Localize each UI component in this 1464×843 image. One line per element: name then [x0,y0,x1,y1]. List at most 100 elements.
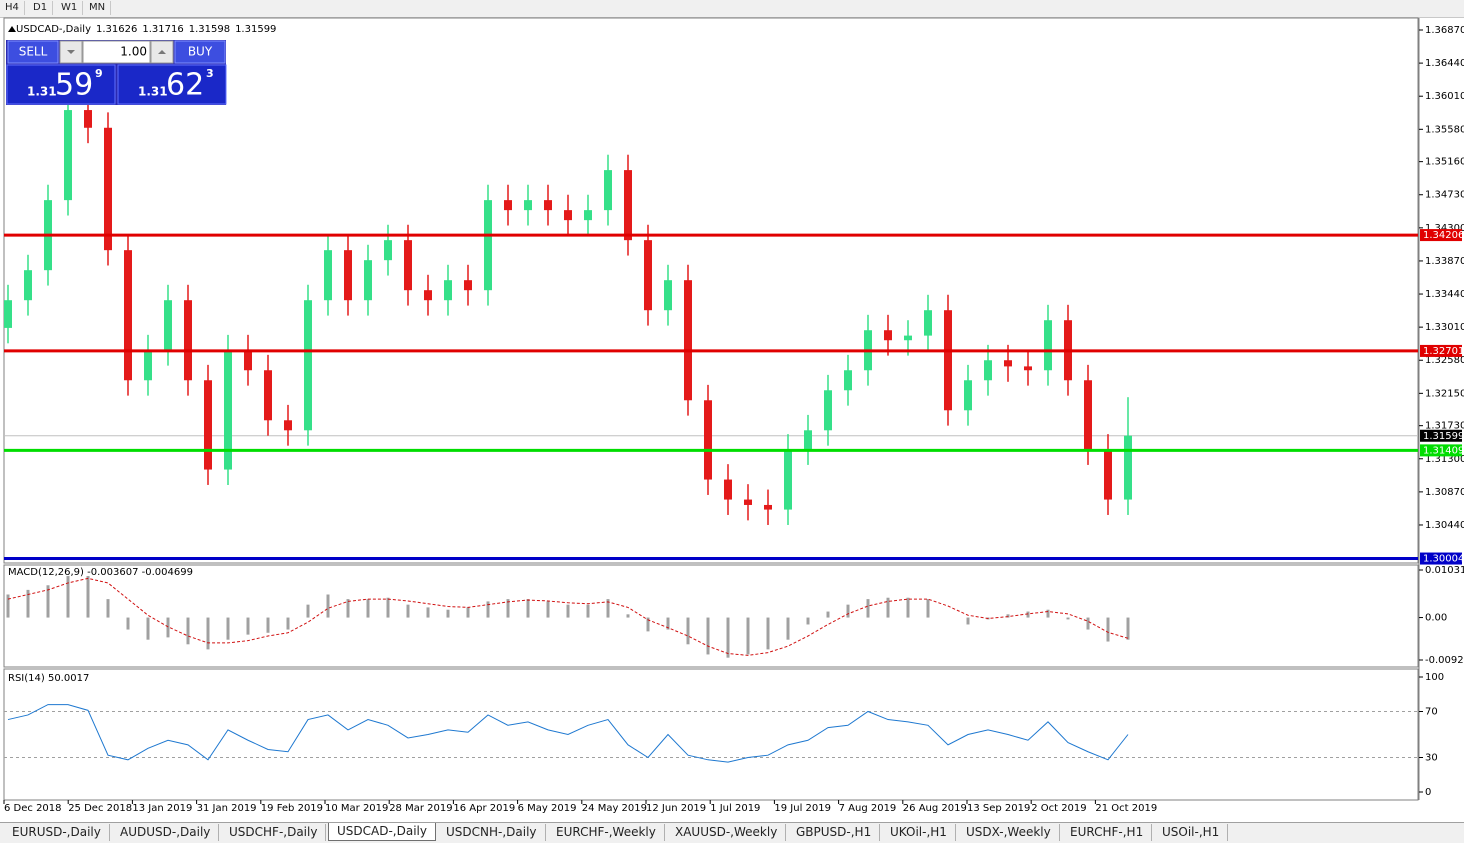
symbol-tab[interactable]: EURCHF-,Weekly [548,824,665,841]
x-tick-label: 24 May 2019 [582,803,647,814]
candle-body [404,240,412,291]
x-tick-label: 26 Aug 2019 [903,803,967,814]
x-tick-label: 10 Mar 2019 [325,803,388,814]
symbol-tab[interactable]: GBPUSD-,H1 [788,824,881,841]
candle-body [1084,380,1092,450]
candle-body [684,280,692,401]
symbol-tab[interactable]: USDCAD-,Daily [328,823,436,841]
x-tick-label: 6 May 2019 [518,803,577,814]
y-tick-label: 0.00 [1425,613,1447,624]
header-low: 1.31598 [189,24,230,35]
candle-body [664,280,672,311]
symbol-tab[interactable]: AUDUSD-,Daily [112,824,220,841]
candle-body [464,280,472,291]
rsi-line [7,704,1129,763]
timeframe-button[interactable]: MN [84,1,112,15]
candle-body [304,300,312,431]
lot-value: 1.00 [120,45,147,59]
panel-frame [3,668,1419,801]
symbol-tab[interactable]: USDCNH-,Daily [438,824,546,841]
arrow-icon [158,50,166,54]
lot-input[interactable] [82,40,151,64]
candle-body [724,479,732,500]
quote-big: 1.31 [27,85,57,99]
candle-body [564,210,572,221]
timeframe-button[interactable]: D1 [28,1,54,15]
candle-body [24,270,32,301]
candle-body [284,420,292,431]
x-tick-label: 6 Dec 2018 [4,803,62,814]
macd-label: MACD(12,26,9) -0.003607 -0.004699 [8,567,193,578]
candle-body [84,110,92,128]
candle-body [424,290,432,301]
timeframe-button[interactable]: H4 [0,1,25,15]
y-tick-label: 0.010311 [1425,565,1464,576]
y-tick-label: 100 [1425,672,1444,683]
y-tick-label: 1.32150 [1425,388,1464,399]
candle-body [744,499,752,505]
candle-body [644,240,652,311]
level-label: 1.34206 [1423,230,1464,241]
candle-body [344,250,352,301]
candle-body [244,350,252,371]
y-tick-label: 1.33010 [1425,322,1464,333]
candle-body [524,200,532,211]
candle-body [904,335,912,341]
y-tick-label: 1.35160 [1425,157,1464,168]
symbol-tab[interactable]: UKOil-,H1 [882,824,956,841]
panel-frame [3,564,1419,668]
candle-body [804,430,812,450]
level-label-bg [1420,552,1462,565]
candle-body [184,300,192,381]
quote-big: 1.31 [138,85,168,99]
x-tick-label: 1 Jul 2019 [710,803,760,814]
quote-point: 3 [206,67,214,80]
level-label: 1.30004 [1423,554,1464,565]
x-tick-label: 16 Apr 2019 [453,803,515,814]
current-price-bg [1420,429,1462,442]
symbol-tab[interactable]: EURUSD-,Daily [4,824,110,841]
rsi-label: RSI(14) 50.0017 [8,673,89,684]
candle-body [784,449,792,510]
symbol-tab[interactable]: USDX-,Weekly [958,824,1060,841]
symbol-tab[interactable]: USOil-,H1 [1154,824,1229,841]
arrow-icon [67,50,75,54]
y-tick-label: 1.30870 [1425,487,1464,498]
y-tick-label: 1.36870 [1425,25,1464,36]
candle-body [884,330,892,341]
candle-body [124,250,132,381]
candle-body [164,300,172,351]
y-tick-label: 70 [1425,707,1438,718]
candle-body [104,127,112,251]
y-tick-label: 1.30440 [1425,520,1464,531]
x-tick-label: 19 Feb 2019 [261,803,323,814]
x-tick-label: 25 Dec 2018 [68,803,132,814]
candle-body [944,310,952,411]
header-symbol: USDCAD-,Daily [16,24,91,35]
candle-body [264,370,272,421]
current-price-label: 1.31599 [1423,431,1464,442]
candle-body [144,350,152,381]
x-tick-label: 12 Jun 2019 [646,803,706,814]
candle-body [1104,449,1112,500]
candle-body [764,504,772,510]
bid-quote[interactable] [6,64,116,105]
quote-pips: 62 [166,68,204,103]
ask-quote[interactable] [117,64,227,105]
sell-button[interactable] [7,40,59,64]
symbol-tab[interactable]: USDCHF-,Daily [221,824,327,841]
candle-body [204,380,212,470]
candle-body [4,300,12,328]
candle-body [704,400,712,480]
y-tick-label: 1.34730 [1425,190,1464,201]
level-label-bg [1420,444,1462,457]
y-tick-label: 1.33440 [1425,289,1464,300]
symbol-tab[interactable]: XAUUSD-,Weekly [667,824,787,841]
quote-pips: 59 [55,68,93,103]
symbol-tab[interactable]: EURCHF-,H1 [1062,824,1153,841]
buy-button[interactable] [174,40,226,64]
timeframe-button[interactable]: W1 [56,1,84,15]
signal-line [7,577,1129,656]
level-label-bg [1420,344,1462,357]
